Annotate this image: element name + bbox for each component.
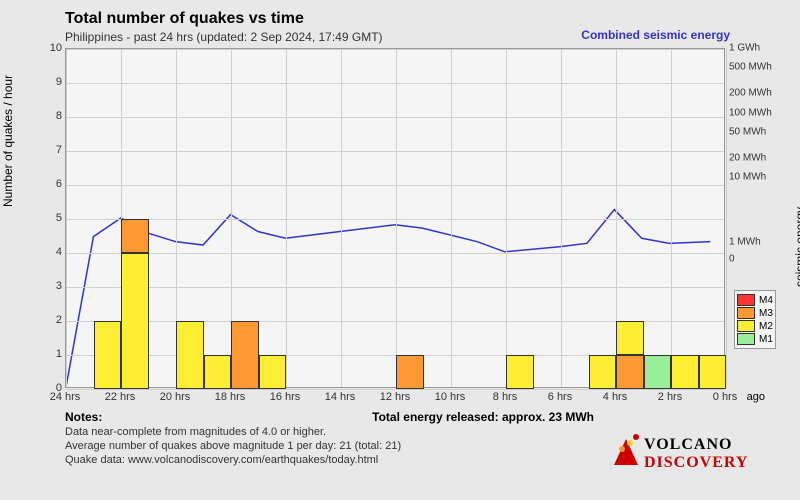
energy-legend-label: Combined seismic energy: [581, 28, 730, 42]
grid-line-h: [66, 83, 724, 84]
grid-line-h: [66, 185, 724, 186]
chart-subtitle: Philippines - past 24 hrs (updated: 2 Se…: [65, 30, 383, 44]
grid-line-h: [66, 287, 724, 288]
x-tick-label: 18 hrs: [215, 391, 246, 403]
grid-line-h: [66, 219, 724, 220]
y-axis-right-label: seismic energy: [793, 207, 800, 287]
plot-area: [65, 48, 725, 388]
legend-item: M3: [737, 307, 773, 319]
y-tick-right: 100 MWh: [729, 107, 772, 118]
grid-line-h: [66, 151, 724, 152]
x-tick-label: 2 hrs: [658, 391, 682, 403]
x-tick-label: 20 hrs: [160, 391, 191, 403]
bar-segment-m2: [204, 355, 232, 389]
bar-segment-m2: [671, 355, 699, 389]
y-tick-right: 50 MWh: [729, 126, 766, 137]
grid-line-v: [286, 49, 287, 387]
energy-total: Total energy released: approx. 23 MWh: [372, 410, 594, 424]
x-tick-label: 8 hrs: [493, 391, 517, 403]
grid-line-v: [396, 49, 397, 387]
y-tick-left: 9: [37, 76, 62, 88]
legend-label: M3: [759, 308, 773, 319]
notes-line-2: Average number of quakes above magnitude…: [65, 440, 401, 452]
y-tick-right: 20 MWh: [729, 152, 766, 163]
bar-segment-m3: [616, 355, 644, 389]
logo-triangle-icon: [614, 439, 638, 465]
legend-label: M1: [759, 334, 773, 345]
grid-line-h: [66, 389, 724, 390]
y-tick-left: 6: [37, 178, 62, 190]
notes-title: Notes:: [65, 410, 102, 424]
logo-dot-2: [627, 440, 633, 446]
grid-line-v: [341, 49, 342, 387]
y-tick-right: 1 GWh: [729, 43, 760, 54]
legend-swatch: [737, 294, 755, 306]
bar-segment-m2: [699, 355, 727, 389]
y-axis-left-label: Number of quakes / hour: [1, 75, 15, 207]
magnitude-legend: M4 M3 M2 M1: [734, 290, 776, 349]
y-tick-left: 1: [37, 348, 62, 360]
legend-label: M4: [759, 295, 773, 306]
notes-line-3: Quake data: www.volcanodiscovery.com/ear…: [65, 454, 378, 466]
logo-text-2: DISCOVERY: [644, 454, 748, 471]
x-tick-label: 14 hrs: [325, 391, 356, 403]
legend-label: M2: [759, 321, 773, 332]
bar-segment-m2: [121, 253, 149, 389]
x-tick-label: 12 hrs: [380, 391, 411, 403]
grid-line-v: [506, 49, 507, 387]
x-tick-label: 0 hrs: [713, 391, 737, 403]
bar-segment-m1: [644, 355, 672, 389]
bar-segment-m2: [176, 321, 204, 389]
grid-line-v: [671, 49, 672, 387]
legend-item: M2: [737, 320, 773, 332]
logo-text-1: VOLCANO: [644, 436, 732, 453]
grid-line-v: [726, 49, 727, 387]
y-tick-left: 2: [37, 314, 62, 326]
bar-segment-m2: [259, 355, 287, 389]
notes-line-1: Data near-complete from magnitudes of 4.…: [65, 426, 326, 438]
legend-swatch: [737, 333, 755, 345]
grid-line-h: [66, 117, 724, 118]
grid-line-h: [66, 49, 724, 50]
legend-item: M1: [737, 333, 773, 345]
chart-title: Total number of quakes vs time: [65, 10, 304, 28]
y-tick-left: 7: [37, 144, 62, 156]
y-tick-right: 200 MWh: [729, 88, 772, 99]
x-tick-label: 4 hrs: [603, 391, 627, 403]
bar-segment-m2: [616, 321, 644, 355]
x-tick-label: 6 hrs: [548, 391, 572, 403]
y-tick-left: 5: [37, 212, 62, 224]
y-tick-right: 0: [729, 253, 735, 264]
grid-line-h: [66, 253, 724, 254]
legend-swatch: [737, 320, 755, 332]
grid-line-v: [66, 49, 67, 387]
legend-item: M4: [737, 294, 773, 306]
logo: VOLCANO DISCOVERY: [600, 427, 780, 482]
y-tick-right: 500 MWh: [729, 62, 772, 73]
y-tick-right: 10 MWh: [729, 172, 766, 183]
x-tick-label: 22 hrs: [105, 391, 136, 403]
y-tick-left: 10: [37, 42, 62, 54]
y-tick-left: 3: [37, 280, 62, 292]
grid-line-v: [561, 49, 562, 387]
bar-segment-m3: [231, 321, 259, 389]
y-tick-left: 4: [37, 246, 62, 258]
legend-swatch: [737, 307, 755, 319]
bar-segment-m3: [121, 219, 149, 253]
x-tick-label: 16 hrs: [270, 391, 301, 403]
bar-segment-m2: [94, 321, 122, 389]
logo-dot-3: [633, 434, 639, 440]
y-tick-right: 1 MWh: [729, 236, 761, 247]
x-tick-label: 24 hrs: [50, 391, 81, 403]
y-tick-left: 8: [37, 110, 62, 122]
grid-line-v: [451, 49, 452, 387]
logo-svg: VOLCANO DISCOVERY: [600, 427, 780, 477]
logo-dot-1: [619, 446, 625, 452]
bar-segment-m2: [506, 355, 534, 389]
x-tick-label: 10 hrs: [435, 391, 466, 403]
x-axis-suffix: ago: [747, 391, 765, 403]
chart-container: Total number of quakes vs time Philippin…: [0, 0, 800, 500]
bar-segment-m2: [589, 355, 617, 389]
bar-segment-m3: [396, 355, 424, 389]
